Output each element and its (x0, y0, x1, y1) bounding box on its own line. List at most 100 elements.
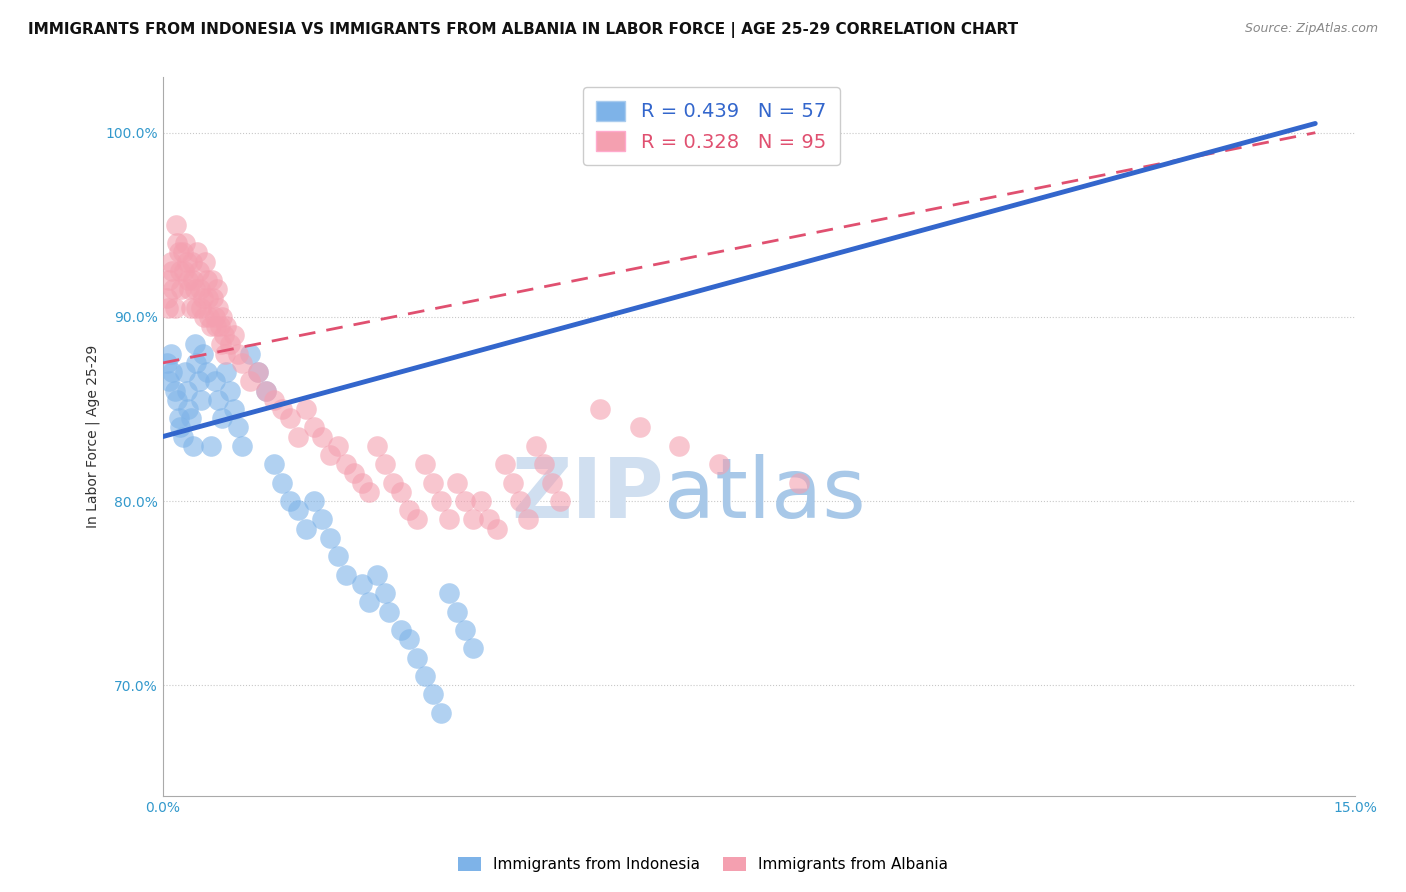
Point (509, 494, 531, 508)
Point (430, 706, 453, 720)
Point (169, 420, 191, 434)
Point (180, 411, 202, 425)
Point (287, 429, 309, 443)
Point (191, 347, 214, 361)
Point (201, 292, 224, 306)
Point (263, 457, 285, 471)
Point (326, 439, 349, 453)
Point (205, 282, 228, 296)
Point (374, 586, 396, 600)
Point (165, 218, 187, 232)
Point (204, 374, 226, 388)
Point (211, 411, 233, 425)
Point (190, 392, 212, 407)
Point (172, 245, 194, 260)
Point (413, 457, 436, 471)
Point (389, 484, 412, 499)
Point (187, 264, 209, 278)
Point (709, 457, 731, 471)
Point (209, 337, 232, 351)
Point (382, 475, 405, 490)
Point (589, 401, 612, 416)
Point (169, 264, 191, 278)
Text: Source: ZipAtlas.com: Source: ZipAtlas.com (1244, 22, 1378, 36)
Point (186, 356, 208, 370)
Point (228, 420, 250, 434)
Point (215, 365, 238, 379)
Point (254, 384, 277, 398)
Point (787, 475, 810, 490)
Point (197, 292, 219, 306)
Point (413, 669, 436, 683)
Point (254, 384, 277, 398)
Point (430, 494, 453, 508)
Point (502, 475, 524, 490)
Point (326, 549, 349, 564)
Point (247, 365, 270, 379)
Point (398, 632, 420, 647)
Point (188, 282, 211, 296)
Point (172, 429, 194, 443)
Point (201, 273, 224, 287)
Point (183, 282, 205, 296)
Point (359, 484, 381, 499)
Point (446, 605, 468, 619)
Point (162, 264, 184, 278)
Point (187, 374, 209, 388)
Point (366, 439, 388, 453)
Point (335, 457, 357, 471)
Point (302, 494, 325, 508)
Point (207, 301, 229, 315)
Point (446, 475, 468, 490)
Point (186, 245, 208, 260)
Point (193, 310, 215, 324)
Y-axis label: In Labor Force | Age 25-29: In Labor Force | Age 25-29 (86, 345, 100, 528)
Point (422, 475, 444, 490)
Point (176, 384, 198, 398)
Point (247, 365, 270, 379)
Point (494, 457, 516, 471)
Point (389, 623, 412, 637)
Point (200, 439, 222, 453)
Point (163, 301, 186, 315)
Point (628, 420, 651, 434)
Point (180, 301, 202, 315)
Point (224, 328, 246, 343)
Point (406, 650, 429, 665)
Point (239, 347, 262, 361)
Point (311, 429, 333, 443)
Point (231, 439, 253, 453)
Point (461, 512, 484, 526)
Point (181, 273, 204, 287)
Point (311, 512, 333, 526)
Point (157, 374, 180, 388)
Point (319, 448, 342, 462)
Point (398, 503, 420, 517)
Point (454, 494, 477, 508)
Point (198, 310, 221, 324)
Point (263, 392, 285, 407)
Point (191, 292, 214, 306)
Point (335, 567, 357, 582)
Point (190, 301, 212, 315)
Point (219, 337, 242, 351)
Point (350, 475, 373, 490)
Point (485, 522, 508, 536)
Point (167, 245, 190, 260)
Point (295, 522, 318, 536)
Point (302, 420, 325, 434)
Point (524, 439, 547, 453)
Point (437, 586, 460, 600)
Point (278, 494, 301, 508)
Point (548, 494, 571, 508)
Point (176, 254, 198, 268)
Point (186, 301, 208, 315)
Point (224, 401, 246, 416)
Point (204, 310, 226, 324)
Point (219, 384, 242, 398)
Point (461, 641, 484, 656)
Point (211, 310, 233, 324)
Text: atlas: atlas (664, 453, 865, 534)
Point (319, 531, 342, 545)
Point (359, 595, 381, 609)
